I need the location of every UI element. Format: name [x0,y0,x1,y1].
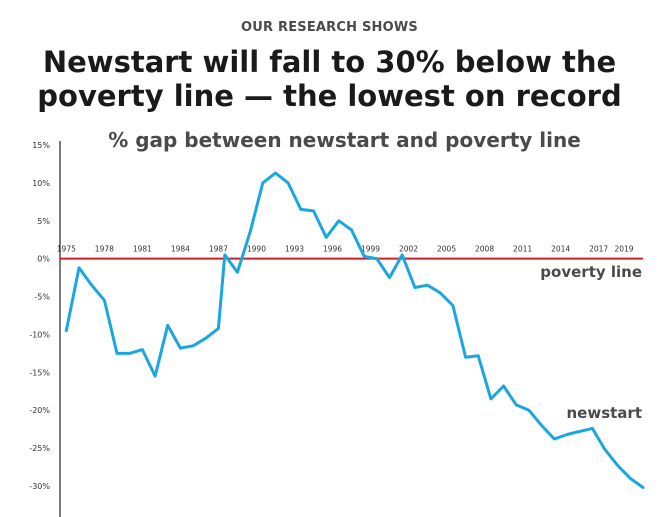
y-tick-label: -15% [29,368,50,377]
x-tick-label: 1981 [133,245,152,254]
chart-kicker: OUR RESEARCH SHOWS [241,20,418,35]
chart-title: Newstart will fall to 30% below the pove… [0,45,659,113]
y-tick-label: -5% [34,293,50,302]
chart-title-line-1: Newstart will fall to 30% below the [42,45,617,79]
x-axis: 1975 1978 1981 1984 1987 1990 1993 1996 1999 2002… [57,245,634,254]
y-tick-label: -20% [29,406,50,415]
y-tick-label: 15% [32,141,50,150]
newstart-series-line [64,171,645,489]
y-tick-label: -10% [29,330,50,339]
x-tick-label: 2014 [551,245,570,254]
x-tick-label: 2002 [399,245,418,254]
poverty-line-label: poverty line [540,263,642,281]
x-tick-label: 1996 [323,245,342,254]
x-tick-label: 1987 [209,245,228,254]
x-tick-label: 1984 [171,245,190,254]
y-tick-label: 5% [37,217,50,226]
x-tick-label: 1978 [95,245,114,254]
y-tick-label: 10% [32,179,50,188]
y-axis: 15% 10% 5% 0% -5% -10% -15% -20% -25% -30% [29,141,61,517]
series-group [64,171,645,489]
y-tick-label: -25% [29,444,50,453]
y-tick-label: -30% [29,482,50,491]
x-tick-label: 2017 [589,245,608,254]
x-tick-label: 1990 [247,245,266,254]
x-tick-label: 2011 [513,245,532,254]
y-tick-label: 0% [37,255,50,264]
x-tick-label: 2008 [475,245,494,254]
x-tick-label: 1999 [361,245,380,254]
chart-title-line-2: poverty line — the lowest on record [37,79,622,113]
x-tick-label: 1993 [285,245,304,254]
x-tick-label: 2005 [437,245,456,254]
x-tick-label: 1975 [57,245,76,254]
x-tick-label: 2019 [614,245,633,254]
chart-subtitle: % gap between newstart and poverty line [108,128,581,152]
newstart-label: newstart [567,404,643,422]
